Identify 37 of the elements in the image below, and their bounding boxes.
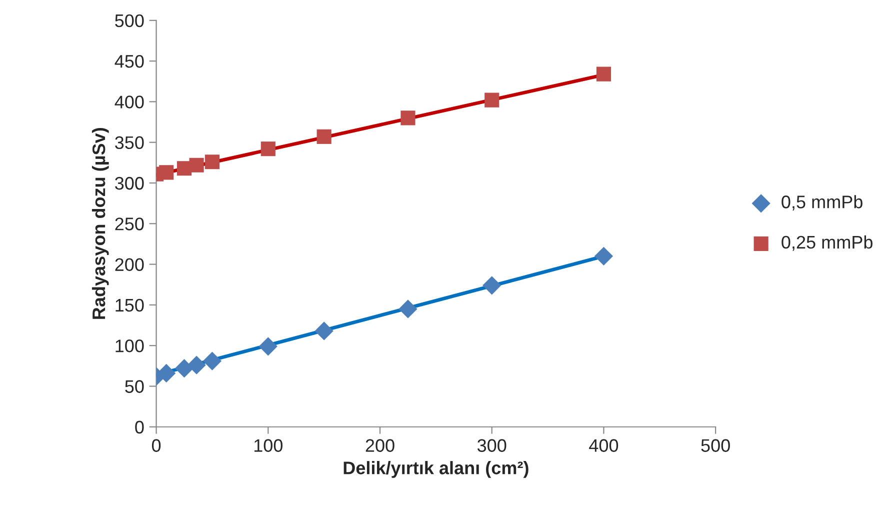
point	[314, 322, 334, 340]
y-tick-label: 200	[115, 258, 144, 271]
point	[204, 154, 220, 170]
point	[482, 276, 502, 295]
point	[316, 129, 332, 144]
x-tick-label: 400	[589, 439, 618, 452]
y-tick-label: 300	[115, 176, 144, 190]
x-tick-label: 500	[701, 439, 730, 452]
y-tick-label: 400	[114, 96, 144, 108]
legend-label: 0,5 mmPb	[782, 195, 862, 210]
point	[258, 337, 278, 356]
y-axis-title: Radyasyon dozu (µSv)	[92, 128, 109, 319]
y-tick-label: 0	[135, 420, 144, 434]
y-tick-label: 100	[116, 340, 144, 352]
x-tick-label: 300	[477, 439, 506, 452]
legend-label: 0,25 mmPb	[782, 235, 872, 251]
point	[596, 66, 611, 82]
point	[174, 359, 194, 378]
point	[202, 352, 222, 370]
x-tick-label: 200	[366, 439, 394, 452]
point	[484, 92, 500, 108]
point	[594, 246, 614, 266]
y-tick-label: 450	[114, 54, 144, 68]
y-tick-label: 350	[115, 136, 144, 150]
x-tick-label: 0	[152, 439, 161, 452]
point	[398, 300, 418, 318]
x-axis-title: Delik/yırtık alanı (cm²)	[344, 461, 528, 478]
y-tick-label: 250	[115, 218, 144, 230]
y-tick-label: 500	[115, 14, 144, 28]
point	[260, 142, 276, 156]
point	[187, 356, 206, 374]
y-tick-label: 150	[116, 298, 144, 312]
point	[400, 110, 416, 126]
x-tick-label: 100	[254, 439, 282, 452]
y-tick-label: 50	[125, 380, 144, 393]
point	[159, 165, 174, 180]
point	[189, 158, 204, 172]
